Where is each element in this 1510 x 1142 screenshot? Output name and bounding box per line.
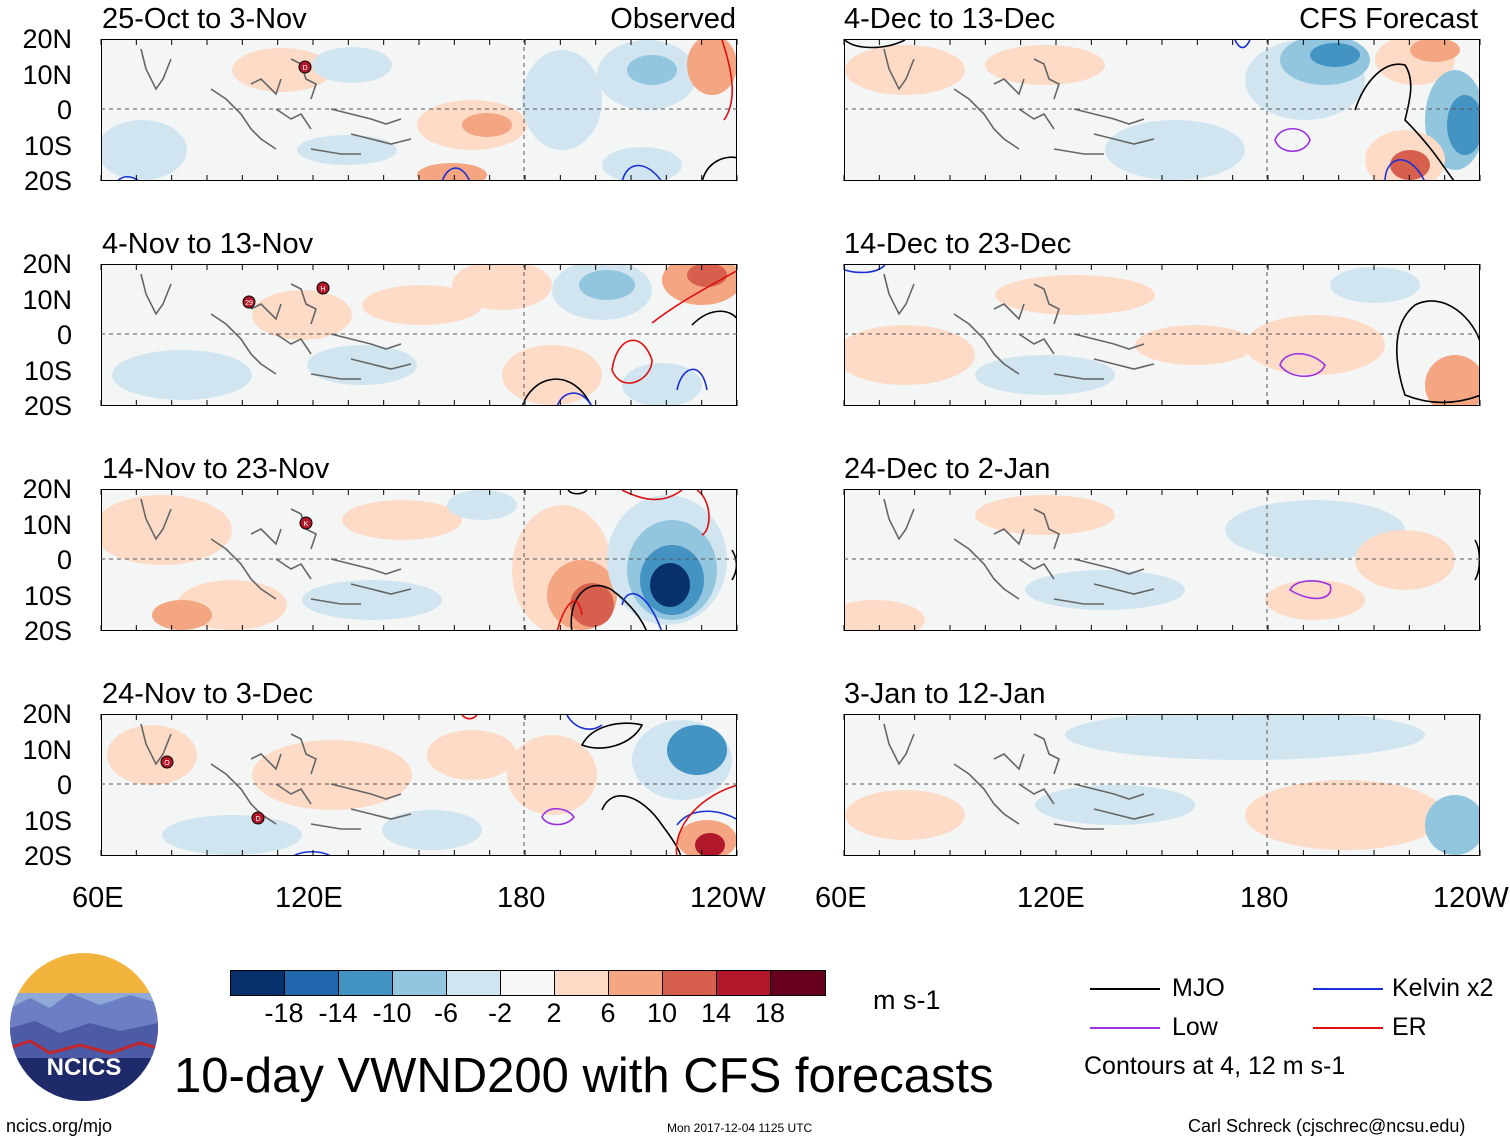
map-panel-left-3 bbox=[101, 489, 737, 631]
observed-label: Observed bbox=[610, 3, 736, 35]
lat-label: 20S bbox=[23, 391, 72, 421]
lon-label-180: 180 bbox=[497, 882, 546, 914]
colorbar-swatch bbox=[339, 971, 393, 995]
colorbar bbox=[230, 970, 826, 996]
colorbar-tick-label: 18 bbox=[754, 998, 786, 1028]
map-panel-right-3 bbox=[844, 489, 1480, 631]
map-panel-right-2 bbox=[844, 264, 1480, 406]
colorbar-tick-label: 10 bbox=[646, 998, 678, 1028]
legend-er-line bbox=[1313, 1027, 1383, 1029]
footer-timestamp: Mon 2017-12-04 1125 UTC bbox=[667, 1121, 813, 1135]
lat-label: 10N bbox=[22, 284, 72, 315]
colorbar-tick-label: -10 bbox=[372, 998, 412, 1028]
map-field bbox=[102, 265, 736, 405]
map-field bbox=[102, 40, 736, 180]
lon-label-120e-right: 120E bbox=[1017, 882, 1085, 914]
lon-label-120w: 120W bbox=[690, 882, 766, 914]
mountain-logo-icon: NCICS bbox=[10, 953, 158, 1101]
map-panel-left-2 bbox=[101, 264, 737, 406]
lat-label: 20N bbox=[22, 699, 72, 729]
colorbar-tick-label: -14 bbox=[318, 998, 358, 1028]
map-panel-left-1 bbox=[101, 39, 737, 181]
legend-mjo-line bbox=[1090, 988, 1160, 990]
lat-label: 10N bbox=[22, 734, 72, 765]
lat-label: 20S bbox=[23, 166, 72, 196]
map-field bbox=[845, 265, 1479, 405]
legend-low-label: Low bbox=[1172, 1013, 1218, 1041]
panel-title-right-2: 14-Dec to 23-Dec bbox=[844, 228, 1072, 260]
colorbar-swatch bbox=[285, 971, 339, 995]
ncics-logo[interactable]: NCICS bbox=[10, 953, 158, 1101]
colorbar-swatch bbox=[231, 971, 285, 995]
panel-title-left-1: 25-Oct to 3-Nov bbox=[102, 3, 307, 35]
colorbar-swatch bbox=[501, 971, 555, 995]
map-field bbox=[845, 715, 1479, 855]
colorbar-swatch bbox=[447, 971, 501, 995]
lon-label-120w-right: 120W bbox=[1433, 882, 1509, 914]
colorbar-tick-label: 6 bbox=[600, 998, 616, 1028]
lon-label-60e-right: 60E bbox=[815, 882, 867, 914]
lat-label: 0 bbox=[56, 95, 72, 125]
lon-label-120e: 120E bbox=[275, 882, 343, 914]
lat-label: 20S bbox=[23, 616, 72, 646]
lat-label: 10N bbox=[22, 509, 72, 540]
legend-er-label: ER bbox=[1392, 1013, 1427, 1041]
lat-label: 20N bbox=[22, 249, 72, 279]
panel-title-right-3: 24-Dec to 2-Jan bbox=[844, 453, 1051, 485]
lon-label-180-right: 180 bbox=[1240, 882, 1289, 914]
lat-label: 10S bbox=[23, 355, 72, 386]
lat-label: 20S bbox=[23, 841, 72, 871]
colorbar-units: m s-1 bbox=[873, 985, 941, 1015]
panel-title-right-1: 4-Dec to 13-Dec bbox=[844, 3, 1056, 35]
figure-title: 10-day VWND200 with CFS forecasts bbox=[174, 1049, 994, 1103]
lon-label-60e: 60E bbox=[72, 882, 124, 914]
map-field bbox=[845, 490, 1479, 630]
cfs-forecast-label: CFS Forecast bbox=[1299, 3, 1478, 35]
lat-label: 10S bbox=[23, 580, 72, 611]
lat-label: 0 bbox=[56, 320, 72, 350]
lat-label: 20N bbox=[22, 24, 72, 54]
colorbar-swatch bbox=[555, 971, 609, 995]
colorbar-tick-label: 2 bbox=[546, 998, 562, 1028]
lat-label: 10N bbox=[22, 59, 72, 90]
map-field bbox=[845, 40, 1479, 180]
legend-mjo-label: MJO bbox=[1172, 974, 1225, 1002]
legend-kelvin-label: Kelvin x2 bbox=[1392, 974, 1494, 1002]
lat-label: 0 bbox=[56, 770, 72, 800]
colorbar-tick-label: -6 bbox=[433, 998, 458, 1028]
panel-title-left-4: 24-Nov to 3-Dec bbox=[102, 678, 314, 710]
legend-low-line bbox=[1090, 1027, 1160, 1029]
colorbar-swatch bbox=[609, 971, 663, 995]
legend-kelvin-line bbox=[1313, 988, 1383, 990]
colorbar-swatch bbox=[393, 971, 447, 995]
lat-label: 10S bbox=[23, 805, 72, 836]
map-panel-right-4 bbox=[844, 714, 1480, 856]
map-field bbox=[102, 490, 736, 630]
colorbar-swatch bbox=[771, 971, 825, 995]
footer-author: Carl Schreck (cjschrec@ncsu.edu) bbox=[1188, 1116, 1466, 1136]
map-panel-right-1 bbox=[844, 39, 1480, 181]
map-panel-left-4 bbox=[101, 714, 737, 856]
colorbar-tick-label: 14 bbox=[700, 998, 732, 1028]
panel-title-right-4: 3-Jan to 12-Jan bbox=[844, 678, 1046, 710]
panel-title-left-3: 14-Nov to 23-Nov bbox=[102, 453, 330, 485]
panel-title-left-2: 4-Nov to 13-Nov bbox=[102, 228, 314, 260]
map-field bbox=[102, 715, 736, 855]
lat-label: 0 bbox=[56, 545, 72, 575]
colorbar-swatch bbox=[663, 971, 717, 995]
colorbar-swatch bbox=[717, 971, 771, 995]
lat-label: 20N bbox=[22, 474, 72, 504]
footer-url[interactable]: ncics.org/mjo bbox=[6, 1116, 113, 1136]
lat-label: 10S bbox=[23, 130, 72, 161]
contour-note: Contours at 4, 12 m s-1 bbox=[1084, 1052, 1346, 1080]
logo-text: NCICS bbox=[47, 1054, 122, 1081]
colorbar-tick-label: -18 bbox=[264, 998, 304, 1028]
colorbar-tick-label: -2 bbox=[487, 998, 512, 1028]
